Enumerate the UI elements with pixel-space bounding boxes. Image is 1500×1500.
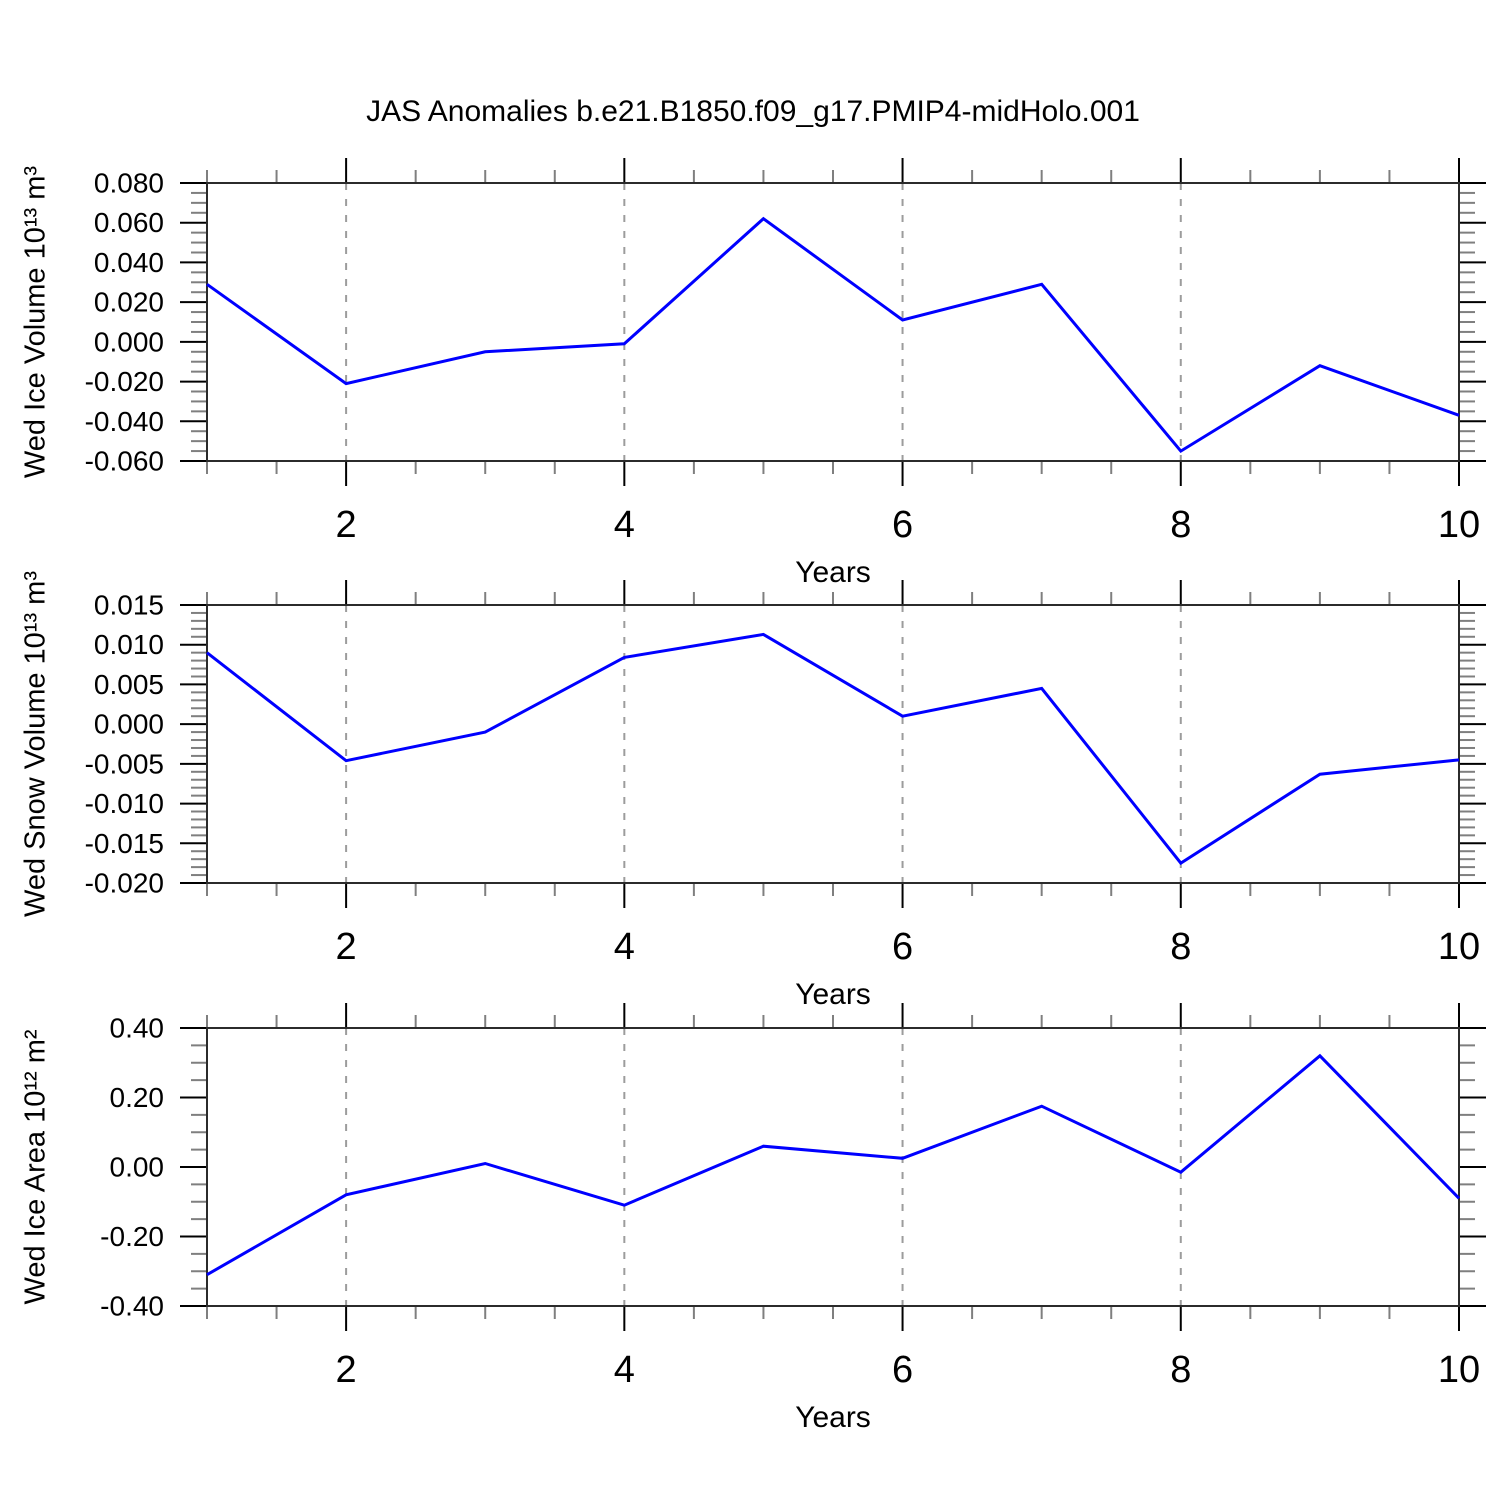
x-tick-label: 2 bbox=[336, 1349, 357, 1391]
y-tick-label: 0.010 bbox=[94, 629, 164, 660]
data-line-2 bbox=[206, 1053, 1461, 1277]
x-tick-label: 10 bbox=[1438, 926, 1480, 968]
figure-title: JAS Anomalies b.e21.B1850.f09_g17.PMIP4-… bbox=[366, 95, 1140, 128]
y-tick-label: -0.40 bbox=[100, 1291, 164, 1322]
y-tick-label: -0.010 bbox=[85, 788, 164, 819]
x-tick-label: 4 bbox=[614, 926, 635, 968]
y-tick-label: 0.005 bbox=[94, 669, 164, 700]
x-tick-label: 10 bbox=[1438, 1349, 1480, 1391]
y-axis-title-snow-volume: Wed Snow Volume 10¹³ m³ bbox=[19, 571, 52, 917]
y-tick-label: 0.015 bbox=[94, 590, 164, 621]
y-tick-label: 0.080 bbox=[94, 168, 164, 199]
y-tick-label: 0.000 bbox=[94, 326, 164, 357]
plot-frame bbox=[206, 1027, 1460, 1307]
x-tick-label: 4 bbox=[614, 1349, 635, 1391]
y-tick-label: -0.060 bbox=[85, 446, 164, 477]
plot-frame bbox=[206, 182, 1460, 462]
x-tick-label: 4 bbox=[614, 504, 635, 546]
x-axis-title-plot1: Years bbox=[795, 556, 871, 589]
x-tick-label: 2 bbox=[336, 926, 357, 968]
y-tick-label: 0.060 bbox=[94, 207, 164, 238]
y-tick-label: -0.020 bbox=[85, 868, 164, 899]
x-axis-title-plot3: Years bbox=[795, 1401, 871, 1434]
plot-frame bbox=[206, 604, 1460, 884]
x-axis-title-plot2: Years bbox=[795, 978, 871, 1011]
x-tick-label: 8 bbox=[1170, 926, 1191, 968]
x-tick-label: 6 bbox=[892, 504, 913, 546]
y-axis-title-ice-area: Wed Ice Area 10¹² m² bbox=[19, 1029, 52, 1305]
y-tick-label: -0.005 bbox=[85, 748, 164, 779]
x-tick-label: 10 bbox=[1438, 504, 1480, 546]
y-tick-label: -0.040 bbox=[85, 406, 164, 437]
x-tick-label: 6 bbox=[892, 1349, 913, 1391]
x-tick-label: 8 bbox=[1170, 504, 1191, 546]
y-tick-label: -0.20 bbox=[100, 1221, 164, 1252]
data-line-1 bbox=[206, 632, 1460, 866]
data-line-0 bbox=[206, 216, 1460, 454]
y-tick-label: 0.000 bbox=[94, 709, 164, 740]
y-tick-label: 0.040 bbox=[94, 247, 164, 278]
x-tick-label: 8 bbox=[1170, 1349, 1191, 1391]
y-axis-title-ice-volume: Wed Ice Volume 10¹³ m³ bbox=[19, 165, 52, 479]
x-tick-label: 6 bbox=[892, 926, 913, 968]
y-tick-label: 0.20 bbox=[110, 1082, 165, 1113]
y-tick-label: 0.00 bbox=[110, 1152, 165, 1183]
y-tick-label: -0.020 bbox=[85, 366, 164, 397]
y-tick-label: 0.020 bbox=[94, 287, 164, 318]
y-tick-label: -0.015 bbox=[85, 828, 164, 859]
x-tick-label: 2 bbox=[336, 504, 357, 546]
y-tick-label: 0.40 bbox=[110, 1013, 165, 1044]
